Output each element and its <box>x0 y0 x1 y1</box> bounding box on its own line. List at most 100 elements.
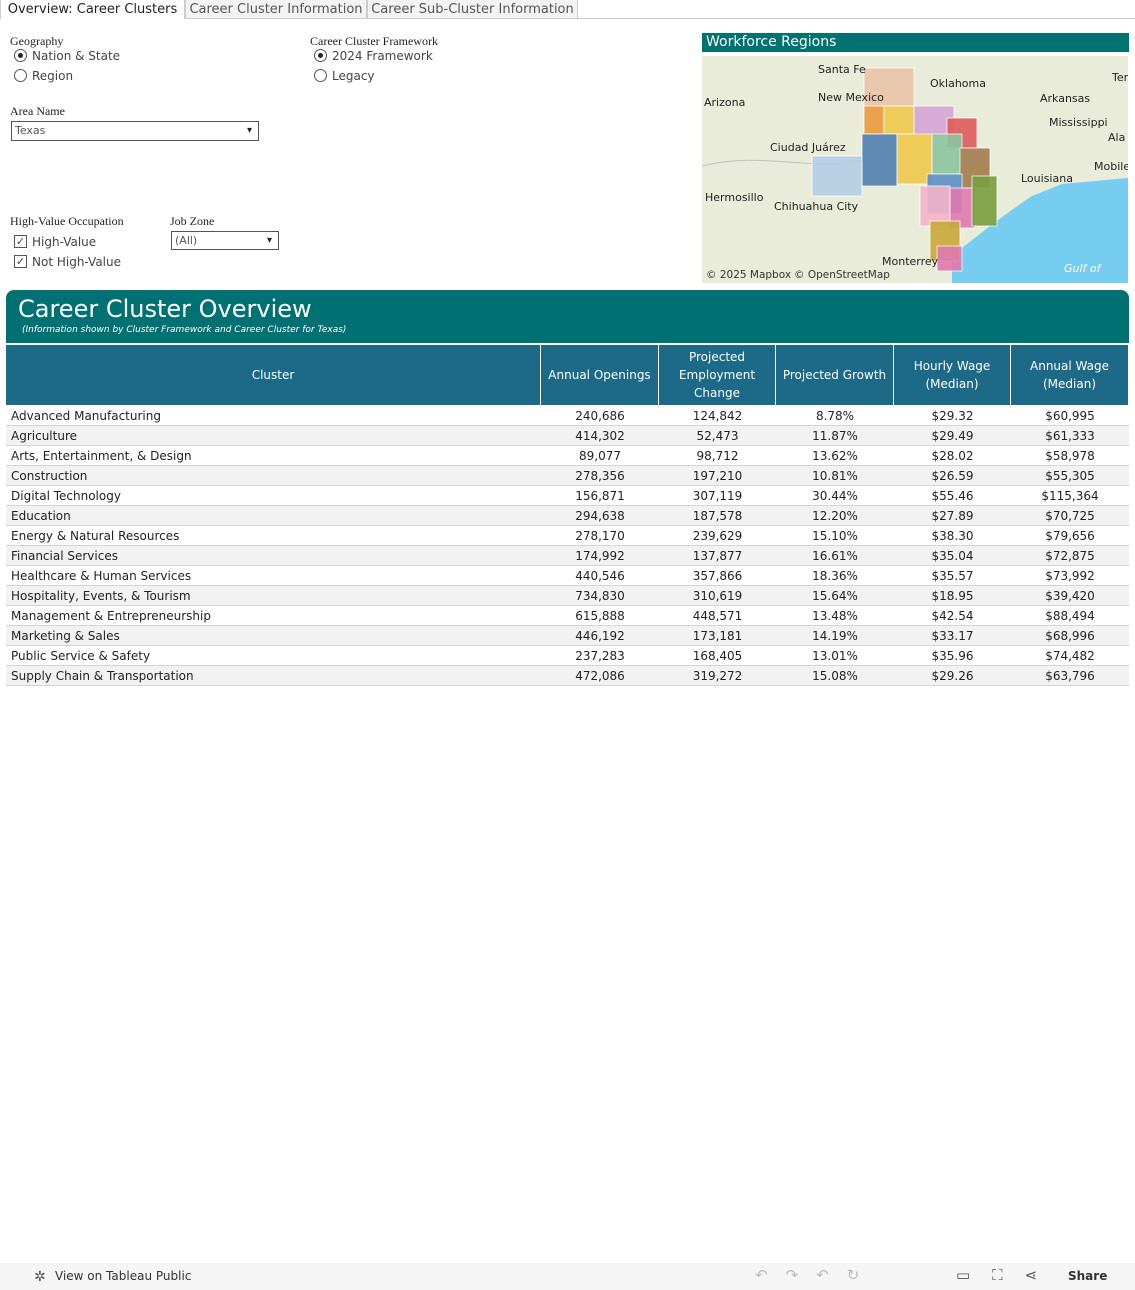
checkbox-option[interactable]: ✓ High-Value <box>10 234 96 250</box>
region-shape <box>861 133 898 187</box>
table-cell: $55.46 <box>931 489 974 503</box>
table-cell: $27.89 <box>931 509 974 523</box>
region-shape <box>931 133 963 175</box>
radio-option[interactable]: 2024 Framework <box>310 48 433 64</box>
place-label: Ciudad Juárez <box>770 141 846 154</box>
share-button[interactable]: Share <box>1068 1269 1108 1283</box>
place-label: Arkansas <box>1040 92 1090 105</box>
table-cell: Supply Chain & Transportation <box>11 669 194 683</box>
table-cell: $38.30 <box>931 529 974 543</box>
table-cell: $29.49 <box>931 429 974 443</box>
column-header[interactable]: Hourly Wage (Median) <box>894 345 1011 405</box>
table-cell: 98,712 <box>696 449 739 463</box>
dropdown[interactable]: (All) <box>171 231 279 250</box>
place-label: Hermosillo <box>705 191 764 204</box>
table-cell: $26.59 <box>931 469 974 483</box>
column-header[interactable]: Projected Employment Change <box>659 345 776 405</box>
table-cell: 446,192 <box>575 629 625 643</box>
table-cell: 307,119 <box>692 489 743 503</box>
view-link[interactable]: View on Tableau Public <box>55 1269 192 1283</box>
table-cell: $39,420 <box>1045 589 1095 603</box>
radio-button[interactable] <box>314 69 327 82</box>
region-shape <box>971 175 998 227</box>
footer-bar <box>0 1263 1135 1290</box>
checkbox-option[interactable]: ✓ Not High-Value <box>10 254 121 270</box>
table-cell: 168,405 <box>692 649 743 663</box>
table-cell: $73,992 <box>1045 569 1095 583</box>
radio-option[interactable]: Nation & State <box>10 48 120 64</box>
filter-label: Job Zone <box>170 214 215 228</box>
table-row <box>6 466 1129 486</box>
region-shape <box>936 245 963 272</box>
table-row <box>6 426 1129 446</box>
place-label: Santa Fe <box>818 63 866 76</box>
table-subtitle: (Information shown by Cluster Framework … <box>22 325 347 335</box>
table-row <box>6 446 1129 466</box>
table-cell: $58,978 <box>1045 449 1095 463</box>
radio-option[interactable]: Region <box>10 68 73 84</box>
table-cell: $29.32 <box>931 409 974 423</box>
table-cell: Public Service & Safety <box>11 649 151 663</box>
option-text: Region <box>32 69 74 83</box>
radio-button[interactable] <box>314 49 327 62</box>
table-row <box>6 406 1129 426</box>
table-cell: 15.10% <box>812 529 858 543</box>
place-label: Mississippi <box>1049 116 1108 129</box>
place-label: Louisiana <box>1021 172 1073 185</box>
table-cell: $70,725 <box>1045 509 1095 523</box>
checkbox[interactable]: ✓ <box>14 255 27 268</box>
table-cell: 173,181 <box>692 629 743 643</box>
dropdown[interactable]: Texas <box>11 121 259 141</box>
table-cell: 310,619 <box>692 589 743 603</box>
column-header[interactable]: Projected Growth <box>776 345 894 405</box>
column-header[interactable]: Cluster <box>6 345 541 405</box>
checkbox[interactable]: ✓ <box>14 235 27 248</box>
map-title: Workforce Regions <box>702 33 1129 52</box>
table-cell: $18.95 <box>931 589 974 603</box>
region-shape <box>811 155 863 197</box>
option-text: Not High-Value <box>32 255 121 269</box>
table-cell: 278,356 <box>575 469 625 483</box>
table-cell: 734,830 <box>575 589 625 603</box>
filter-label: Career Cluster Framework <box>310 34 438 48</box>
table-cell: $33.17 <box>931 629 974 643</box>
table-row <box>6 646 1129 666</box>
table-cell: 10.81% <box>812 469 858 483</box>
column-header[interactable]: Annual Openings <box>541 345 659 405</box>
table-cell: $88,494 <box>1045 609 1095 623</box>
table-cell: 240,686 <box>575 409 625 423</box>
table-cell: 15.64% <box>812 589 858 603</box>
tab[interactable]: Overview: Career Clusters <box>0 0 185 19</box>
table-cell: 278,170 <box>575 529 625 543</box>
filter-label: Geography <box>10 34 64 48</box>
table-cell: 12.20% <box>812 509 858 523</box>
option-text: Nation & State <box>32 49 121 63</box>
table-cell: 357,866 <box>692 569 743 583</box>
radio-option[interactable]: Legacy <box>310 68 375 84</box>
table-row <box>6 506 1129 526</box>
place-label: New Mexico <box>818 91 884 104</box>
table-cell: 124,842 <box>692 409 743 423</box>
table-cell: $68,996 <box>1045 629 1095 643</box>
table-cell: 30.44% <box>812 489 858 503</box>
radio-button[interactable] <box>14 69 27 82</box>
table-cell: Hospitality, Events, & Tourism <box>11 589 191 603</box>
place-label: Ala <box>1108 131 1125 144</box>
footer-icon: ✲ <box>34 1269 46 1285</box>
table-cell: 52,473 <box>696 429 739 443</box>
table-cell: 187,578 <box>692 509 743 523</box>
option-text: Legacy <box>332 69 375 83</box>
column-header[interactable]: Annual Wage (Median) <box>1011 345 1129 405</box>
table-cell: $29.26 <box>931 669 974 683</box>
table-cell: Energy & Natural Resources <box>11 529 180 543</box>
radio-button[interactable] <box>14 49 27 62</box>
map[interactable]: Santa Fe New Mexico Arizona Oklahoma Arkansa… <box>702 56 1128 283</box>
tab[interactable]: Career Cluster Information <box>185 0 367 19</box>
table-cell: 174,992 <box>575 549 625 563</box>
table-cell: $115,364 <box>1041 489 1099 503</box>
table-cell: 319,272 <box>692 669 743 683</box>
tab[interactable]: Career Sub-Cluster Information <box>367 0 578 19</box>
toolbar-icons: ▭⛶⋖ <box>956 1266 1060 1284</box>
table-cell: 448,571 <box>692 609 743 623</box>
